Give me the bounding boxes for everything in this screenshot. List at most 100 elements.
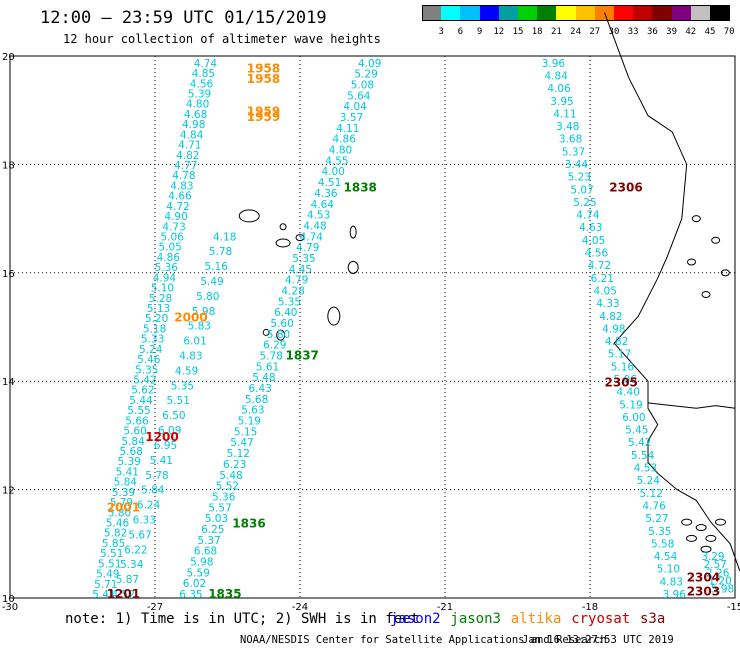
wave-height-value: 5.57 xyxy=(208,502,231,514)
wave-height-value: 5.10 xyxy=(151,283,174,295)
x-tick-label: -15 xyxy=(727,602,740,613)
wave-height-value: 4.71 xyxy=(178,140,201,152)
wave-height-value: 6.95 xyxy=(154,440,177,452)
wave-height-value: 5.29 xyxy=(354,69,377,81)
colorbar-label: 3 xyxy=(438,27,444,37)
wave-height-value: 5.35 xyxy=(648,526,671,538)
wave-height-value: 4.94 xyxy=(153,272,177,284)
wave-height-value: 4.86 xyxy=(333,134,357,146)
colorbar-swatch xyxy=(633,5,653,20)
wave-height-value: 4.82 xyxy=(605,336,628,348)
satellite-name-altika: altika xyxy=(510,611,562,627)
wave-height-value: 5.82 xyxy=(104,528,127,540)
wave-height-value: 4.56 xyxy=(190,78,214,90)
wave-height-value: 4.45 xyxy=(289,264,312,276)
wave-height-value: 5.12 xyxy=(227,448,250,460)
wave-height-value: 5.35 xyxy=(171,380,194,392)
cape-verde-island xyxy=(295,234,305,242)
wave-height-value: 5.39 xyxy=(112,487,135,499)
wave-height-value: 4.11 xyxy=(553,108,576,120)
colorbar-swatch xyxy=(422,5,442,20)
wave-height-value: 3.96 xyxy=(663,589,687,601)
wave-height-value: 5.78 xyxy=(260,351,283,363)
wave-height-value: 4.33 xyxy=(596,298,619,310)
wave-height-value: 4.68 xyxy=(184,109,207,121)
wave-height-value: 4.00 xyxy=(322,166,345,178)
wave-height-value: 4.84 xyxy=(180,129,204,141)
wave-height-value: 5.23 xyxy=(568,172,591,184)
colorbar-swatch xyxy=(460,5,480,20)
wave-height-value: 4.11 xyxy=(336,123,359,135)
cape-verde-island xyxy=(275,238,291,248)
wave-height-value: 5.98 xyxy=(190,557,213,569)
wave-height-value: 5.05 xyxy=(159,242,182,254)
wave-height-value: 5.03 xyxy=(205,513,228,525)
pass-time-label: 2306 xyxy=(609,181,642,195)
y-tick-label: 14 xyxy=(2,377,15,388)
colorbar-swatch xyxy=(671,5,691,20)
bijagos-island xyxy=(686,534,697,542)
wave-height-value: 5.59 xyxy=(187,567,210,579)
wave-height-value: 4.82 xyxy=(599,311,622,323)
wave-height-value: 4.82 xyxy=(176,150,199,162)
wave-height-value: 4.83 xyxy=(660,576,683,588)
wave-height-value: 3.29 xyxy=(701,551,724,563)
wave-height-value: 5.60 xyxy=(270,318,293,330)
wave-height-value: 4.05 xyxy=(594,286,617,298)
colorbar-label: 39 xyxy=(666,27,678,37)
wave-height-value: 4.18 xyxy=(213,231,236,243)
wave-height-value: 4.85 xyxy=(192,68,215,80)
wave-height-value: 6.22 xyxy=(124,544,147,556)
colorbar-swatch xyxy=(537,5,557,20)
pass-time-label: 1836 xyxy=(232,517,265,531)
colorbar-swatch xyxy=(575,5,595,20)
pass-time-label: 2001 xyxy=(107,500,140,514)
wave-height-value: 4.06 xyxy=(547,83,571,95)
wave-height-value: 6.02 xyxy=(183,578,206,590)
wave-height-value: 5.35 xyxy=(292,253,315,265)
cape-verde-island xyxy=(327,306,341,326)
pass-time-label: 1959 xyxy=(247,105,280,119)
wave-height-value: 4.74 xyxy=(194,58,218,70)
wave-height-value: 4.59 xyxy=(175,365,198,377)
footer-credit: NOAA/NESDIS Center for Satellite Applica… xyxy=(240,634,607,646)
wave-height-value: 5.55 xyxy=(127,405,150,417)
wave-height-value: 5.67 xyxy=(128,529,151,541)
wave-height-value: 5.24 xyxy=(139,344,163,356)
wave-height-value: 5.44 xyxy=(129,395,153,407)
wave-height-value: 6.00 xyxy=(622,412,645,424)
colorbar-swatch xyxy=(556,5,576,20)
wave-height-value: 4.73 xyxy=(162,221,185,233)
wave-height-value: 6.35 xyxy=(179,589,202,601)
cape-verde-island xyxy=(349,225,357,239)
bijagos-island xyxy=(705,534,717,542)
wave-height-value: 5.87 xyxy=(116,574,139,586)
wave-height-value: 5.48 xyxy=(219,470,242,482)
wave-height-value: 6.68 xyxy=(194,546,217,558)
wave-height-value: 6.50 xyxy=(162,410,185,422)
wave-height-value: 6.40 xyxy=(274,307,297,319)
wave-height-value: 5.46 xyxy=(137,354,161,366)
wave-height-value: 4.40 xyxy=(617,387,640,399)
wave-height-value: 5.84 xyxy=(114,477,138,489)
inland-water xyxy=(687,258,696,266)
wave-height-value: 5.71 xyxy=(94,579,117,591)
colorbar-label: 18 xyxy=(531,27,543,37)
wave-height-value: 4.80 xyxy=(329,145,352,157)
colorbar-label: 70 xyxy=(723,27,735,37)
bijagos-island xyxy=(700,545,712,553)
wave-height-value: 5.27 xyxy=(645,513,668,525)
wave-height-value: 4.52 xyxy=(112,589,135,601)
inland-water xyxy=(701,290,711,298)
wave-height-value: 4.72 xyxy=(588,260,611,272)
bijagos-island xyxy=(681,518,693,526)
colorbar-swatch xyxy=(479,5,499,20)
colorbar-label: 30 xyxy=(608,27,620,37)
pass-time-label: 1200 xyxy=(145,430,178,444)
wave-height-value: 5.80 xyxy=(108,507,131,519)
x-tick-label: -27 xyxy=(147,602,163,613)
wave-height-value: 4.98 xyxy=(602,323,625,335)
wave-height-value: 5.35 xyxy=(135,364,158,376)
y-tick-label: 20 xyxy=(2,52,15,63)
wave-height-value: 5.46 xyxy=(106,518,130,530)
